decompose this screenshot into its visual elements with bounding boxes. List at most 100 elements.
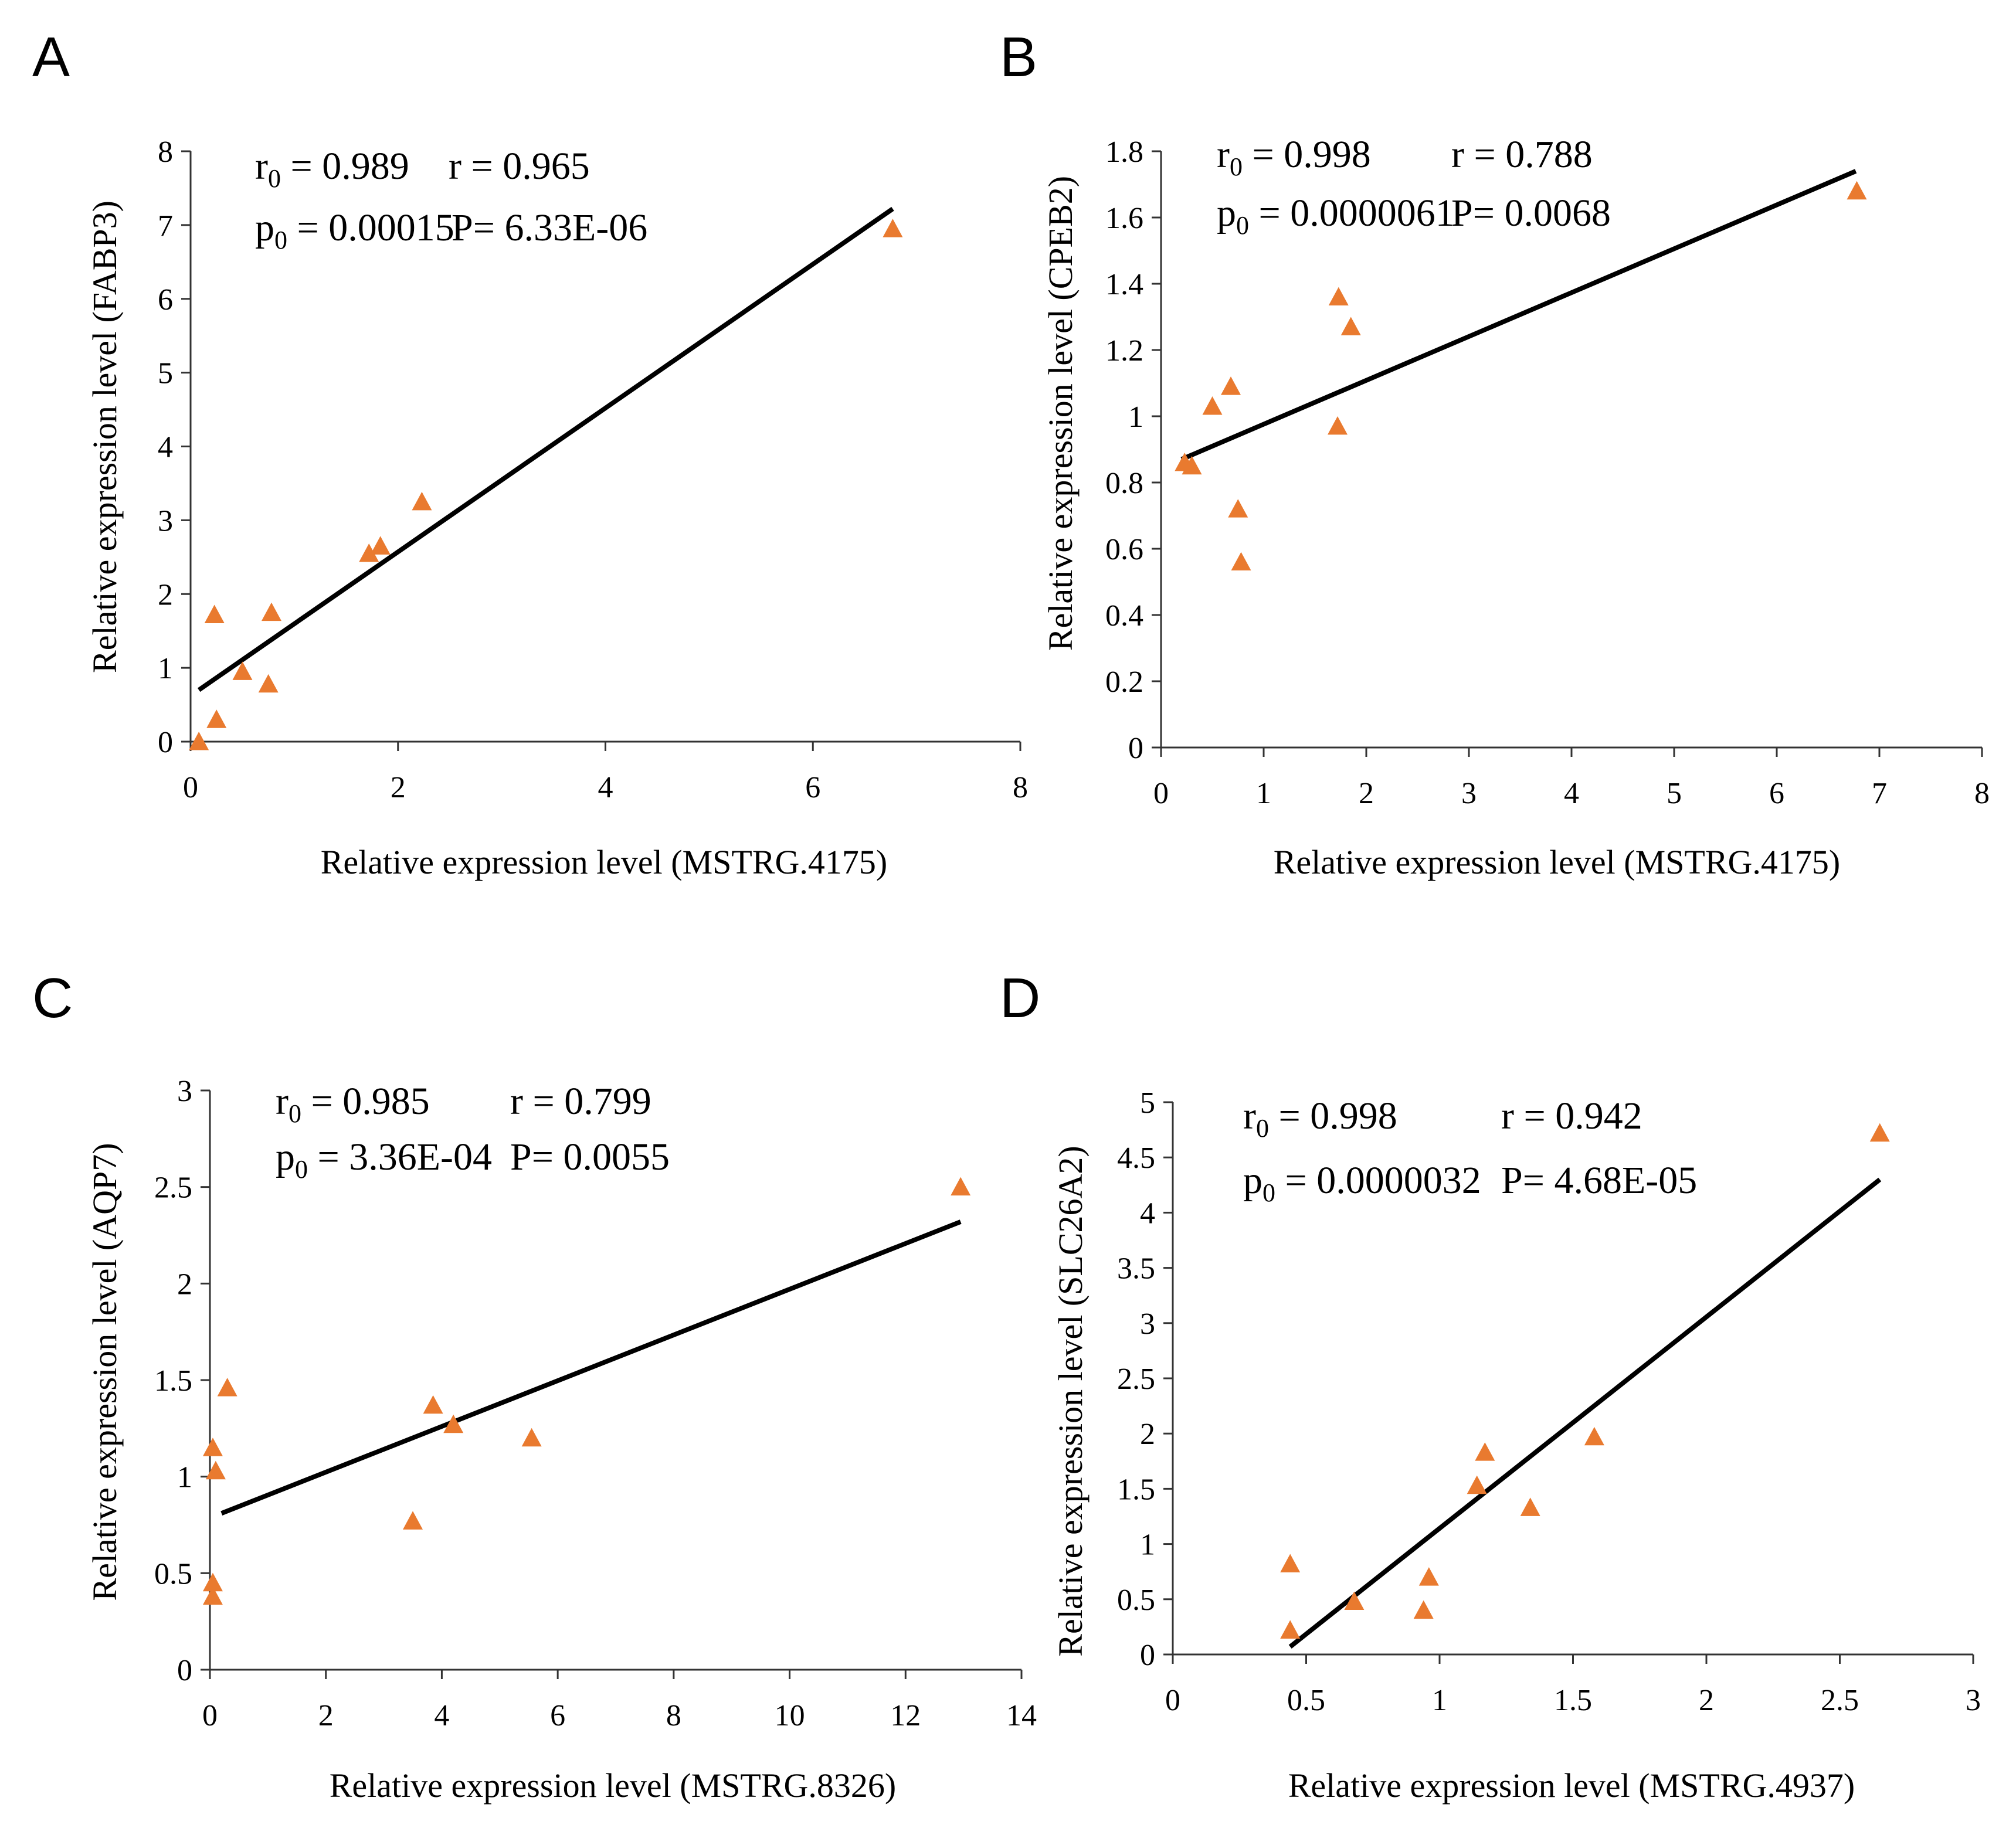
panel-a-y-tick-label: 1 — [158, 652, 173, 685]
panel-b-stats: r0 = 0.998 r = 0.788 p0 = 0.0000061 P= 0… — [1217, 133, 1611, 240]
panel-d-y-tick-label: 0 — [1140, 1639, 1155, 1672]
panel-b-y-tick-label: 1.2 — [1105, 334, 1143, 368]
panel-d-data-point — [1413, 1600, 1434, 1619]
panel-c-y-axis-label: Relative expression level (AQP7) — [86, 1143, 124, 1601]
panel-a-x-tick-label: 8 — [1013, 771, 1028, 804]
panel-d-stats: r0 = 0.998 r = 0.942 p0 = 0.0000032 P= 4… — [1243, 1095, 1697, 1207]
panel-b: B 0 0.2 0.4 0.6 0.8 1 1.2 1.4 1.6 1.8 0 1 2 3 4 5 6 7 8 R… — [1000, 26, 1990, 881]
panel-d-y-ticks: 0 0.5 1 1.5 2 2.5 3 3.5 4 4.5 5 — [1117, 1086, 1173, 1672]
panel-b-y-tick-label: 0.2 — [1105, 665, 1143, 699]
panel-c-x-axis-label: Relative expression level (MSTRG.8326) — [330, 1766, 897, 1805]
panel-b-regression-line — [1180, 169, 1857, 462]
panel-b-y-tick-label: 1.6 — [1105, 202, 1143, 235]
panel-b-x-tick-label: 8 — [1974, 777, 1990, 810]
panel-b-x-tick-label: 5 — [1667, 777, 1682, 810]
panel-c-y-tick-label: 3 — [177, 1075, 192, 1108]
panel-d-x-tick-label: 2.5 — [1821, 1684, 1859, 1717]
panel-b-p-stat: P= 0.0068 — [1451, 192, 1611, 235]
panel-d-y-tick-label: 3 — [1140, 1307, 1155, 1341]
panel-b-data-point — [1228, 499, 1248, 518]
panel-a-data-point — [204, 604, 225, 623]
panel-d-x-tick-label: 1 — [1432, 1684, 1447, 1717]
panel-a-y-tick-label: 7 — [158, 209, 173, 243]
panel-c-stats: r0 = 0.985 r = 0.799 p0 = 3.36E-04 P= 0.… — [276, 1080, 670, 1184]
panel-d-y-tick-label: 2.5 — [1117, 1362, 1155, 1396]
panel-d-y-tick-label: 4.5 — [1117, 1141, 1155, 1175]
panel-d-data-point — [1344, 1591, 1365, 1610]
panel-a-r0-stat: r0 = 0.989 — [255, 145, 409, 193]
panel-b-y-tick-label: 0.4 — [1105, 599, 1143, 633]
panel-a-p-stat: P= 6.33E-06 — [452, 206, 647, 249]
panel-d-p-stat: P= 4.68E-05 — [1501, 1159, 1697, 1202]
panel-c-data-point — [202, 1572, 223, 1592]
panel-b-x-axis-label: Relative expression level (MSTRG.4175) — [1274, 843, 1841, 881]
panel-c-data-point — [205, 1460, 226, 1480]
panel-d-data-point — [1467, 1475, 1487, 1494]
panel-c-x-tick-label: 2 — [318, 1699, 334, 1732]
panel-a-data-point — [258, 674, 279, 693]
panel-b-data-point — [1221, 376, 1241, 395]
panel-d-x-ticks: 0 0.5 1 1.5 2 2.5 3 — [1165, 1654, 1981, 1717]
panel-a-x-axis-label: Relative expression level (MSTRG.4175) — [321, 843, 888, 881]
panel-d-y-tick-label: 4 — [1140, 1197, 1155, 1230]
panel-c-data-point — [423, 1395, 443, 1414]
panel-b-p0-stat: p0 = 0.0000061 — [1217, 192, 1455, 240]
panel-a: A 0 1 2 3 4 5 6 7 8 0 2 4 6 8 Relative expression le… — [32, 26, 1028, 881]
panel-c-points — [202, 1177, 971, 1605]
panel-a-data-point — [189, 732, 209, 750]
panel-a-x-tick-label: 6 — [805, 771, 820, 804]
panel-d-p0-stat: p0 = 0.0000032 — [1243, 1159, 1481, 1207]
panel-d-x-axis-label: Relative expression level (MSTRG.4937) — [1288, 1766, 1855, 1805]
panel-d-r-stat: r = 0.942 — [1501, 1095, 1642, 1137]
panel-d-data-point — [1280, 1620, 1301, 1639]
panel-c-data-point — [403, 1511, 423, 1530]
panel-d-data-point — [1520, 1497, 1540, 1516]
panel-c-y-tick-label: 1 — [177, 1461, 192, 1494]
panel-d-y-tick-label: 2 — [1140, 1418, 1155, 1451]
panel-a-r-stat: r = 0.965 — [449, 145, 590, 188]
panel-a-data-point — [359, 543, 379, 562]
panel-b-x-tick-label: 7 — [1872, 777, 1887, 810]
panel-b-data-point — [1328, 416, 1348, 435]
panel-b-y-tick-label: 0 — [1128, 732, 1143, 765]
panel-letter-a: A — [32, 26, 70, 89]
panel-c-p0-stat: p0 = 3.36E-04 — [276, 1136, 492, 1184]
panel-b-data-point — [1202, 396, 1223, 415]
panel-c-x-tick-label: 0 — [202, 1699, 218, 1732]
panel-c-r0-stat: r0 = 0.985 — [276, 1080, 430, 1128]
panel-a-y-tick-label: 5 — [158, 357, 173, 390]
panel-c-p-stat: P= 0.0055 — [510, 1136, 670, 1178]
panel-d-y-tick-label: 1.5 — [1117, 1473, 1155, 1506]
panel-a-y-axis-label: Relative expression level (FABP3) — [86, 201, 124, 673]
panel-b-y-tick-label: 1 — [1128, 400, 1143, 434]
panel-c-data-point — [217, 1378, 237, 1397]
panel-d-data-point — [1869, 1123, 1890, 1142]
panel-d-data-point — [1475, 1442, 1495, 1461]
panel-d-regression-line — [1288, 1177, 1882, 1649]
panel-c-data-point — [443, 1414, 464, 1433]
panel-a-y-tick-label: 0 — [158, 726, 173, 759]
panel-d: D 0 0.5 1 1.5 2 2.5 3 3.5 4 4.5 5 0 0.5 1 1.5 2 2.5 3 Re… — [1000, 967, 1981, 1805]
panel-c-x-tick-label: 6 — [550, 1699, 565, 1732]
panel-c-y-tick-label: 1.5 — [154, 1364, 192, 1398]
panel-c-y-ticks: 0 0.5 1 1.5 2 2.5 3 — [154, 1075, 210, 1687]
panel-a-x-ticks: 0 2 4 6 8 — [183, 742, 1028, 804]
panel-d-x-tick-label: 0.5 — [1287, 1684, 1325, 1717]
panel-b-x-tick-label: 6 — [1769, 777, 1784, 810]
panel-b-x-tick-label: 3 — [1461, 777, 1477, 810]
panel-a-data-point — [261, 602, 281, 621]
panel-c-x-tick-label: 12 — [890, 1699, 921, 1732]
panel-b-points — [1175, 181, 1867, 571]
panel-a-data-point — [370, 536, 391, 555]
panel-b-y-axis-label: Relative expression level (CPEB2) — [1041, 176, 1080, 651]
panel-b-y-tick-label: 0.8 — [1105, 467, 1143, 500]
panel-d-y-tick-label: 3.5 — [1117, 1252, 1155, 1286]
panel-b-data-point — [1328, 287, 1349, 306]
panel-c-data-point — [202, 1586, 223, 1605]
panel-c-r-stat: r = 0.799 — [510, 1080, 651, 1123]
panel-a-y-ticks: 0 1 2 3 4 5 6 7 8 — [158, 135, 191, 759]
panel-b-x-tick-label: 4 — [1564, 777, 1579, 810]
panel-a-x-tick-label: 2 — [391, 771, 406, 804]
